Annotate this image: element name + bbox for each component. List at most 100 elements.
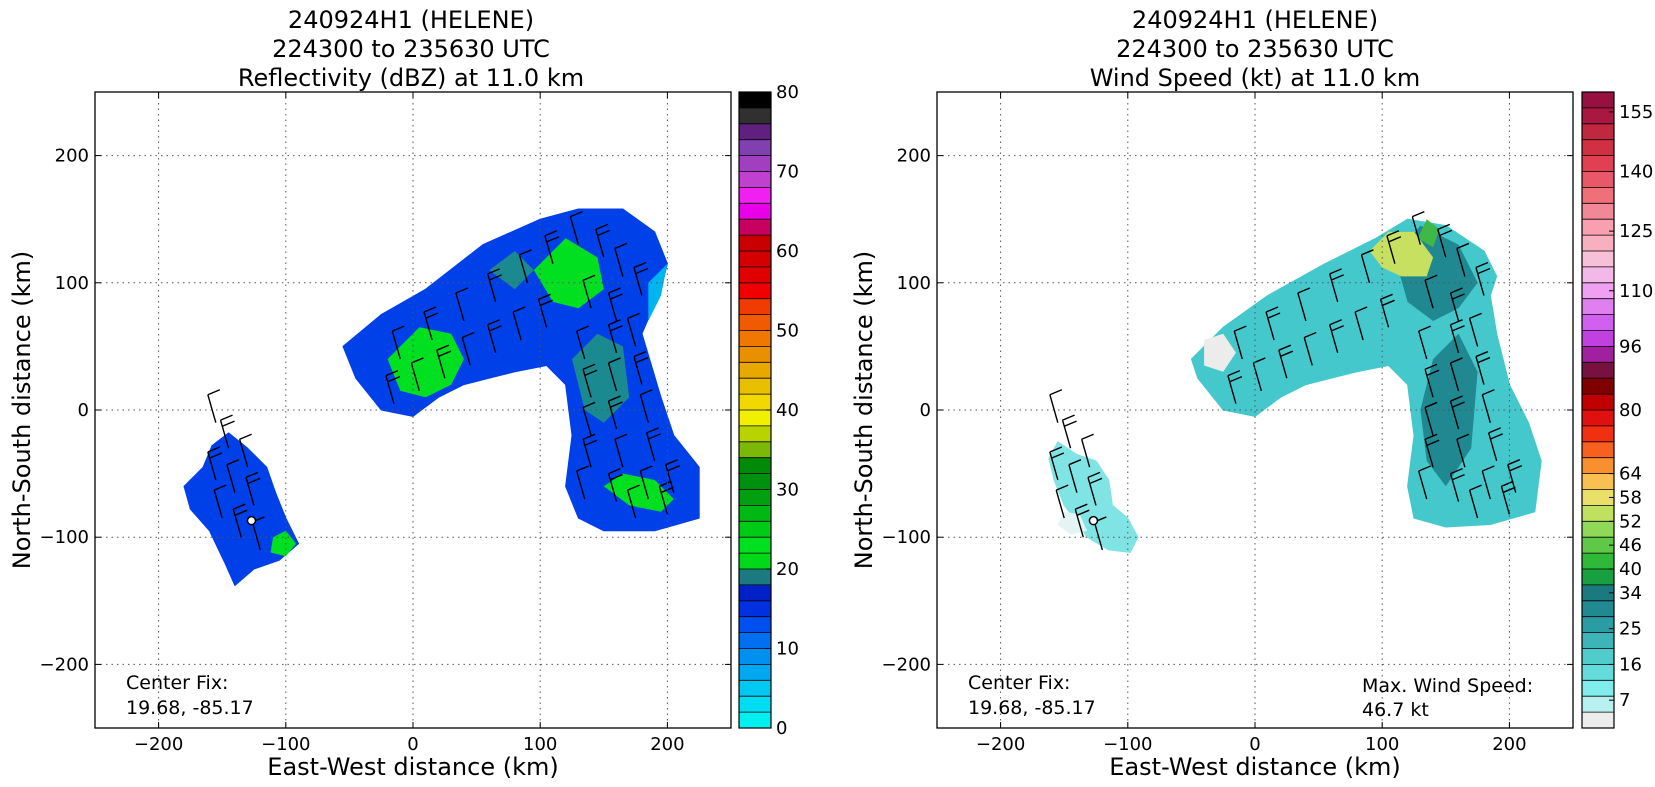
wind-barb-feather bbox=[1509, 465, 1523, 472]
wind-barb-shaft bbox=[391, 330, 401, 360]
field-patch-teal-4 bbox=[572, 333, 630, 423]
wind-barb-feather bbox=[608, 357, 621, 364]
center-fix-marker bbox=[1088, 515, 1099, 526]
wind-barb-feather bbox=[540, 299, 553, 306]
colorbar-swatch bbox=[1582, 92, 1614, 109]
colorbar-swatch bbox=[1582, 584, 1614, 602]
wind-barb-shaft bbox=[646, 432, 656, 462]
wind-barb-feather bbox=[220, 414, 233, 421]
wind-barb-feather bbox=[1469, 484, 1482, 491]
wind-barb-shaft bbox=[1354, 311, 1364, 341]
colorbar-swatch bbox=[1582, 441, 1614, 458]
wind-barb-feather bbox=[1229, 375, 1243, 383]
wind-barb-feather bbox=[597, 229, 611, 237]
wind-barb-shaft bbox=[1475, 356, 1485, 385]
wind-barb-feather bbox=[207, 389, 221, 396]
wind-barb-feather bbox=[385, 369, 399, 377]
wind-barb-feather bbox=[247, 477, 261, 485]
colorbar-swatch bbox=[1582, 569, 1614, 586]
wind-barb-feather bbox=[239, 433, 252, 440]
wind-barb-feather bbox=[640, 389, 653, 396]
wind-barb-shaft bbox=[512, 311, 522, 341]
wind-barb bbox=[423, 306, 439, 341]
wind-barb-feather bbox=[245, 471, 259, 479]
wind-barb-feather bbox=[1055, 484, 1069, 491]
wind-barb bbox=[1087, 471, 1103, 506]
wind-barb-feather bbox=[1469, 312, 1482, 320]
wind-barb-shaft bbox=[1424, 369, 1434, 398]
wind-barb-shaft bbox=[1468, 489, 1479, 519]
wind-barb-feather bbox=[1049, 389, 1063, 396]
wind-barb-shaft bbox=[607, 400, 618, 430]
wind-barb-shaft bbox=[1074, 509, 1084, 538]
colorbar-swatch bbox=[1582, 171, 1614, 188]
wind-barb bbox=[1424, 274, 1438, 309]
wind-barb-shaft bbox=[245, 477, 255, 506]
wind-barb-shaft bbox=[1068, 464, 1078, 493]
wind-barb bbox=[238, 433, 252, 468]
wind-barb bbox=[1424, 363, 1440, 398]
wind-barb-feather bbox=[1424, 274, 1438, 281]
wind-barb-feather bbox=[512, 306, 526, 313]
wind-barb-shaft bbox=[1437, 229, 1447, 258]
colorbar-swatch bbox=[1582, 600, 1614, 617]
wind-barb-feather bbox=[1452, 293, 1465, 300]
wind-barb-shaft bbox=[607, 473, 618, 502]
colorbar-swatch bbox=[1582, 123, 1614, 140]
colorbar-swatch bbox=[1582, 696, 1614, 713]
wind-barb bbox=[576, 325, 589, 360]
x-tick-label: 100 bbox=[1365, 734, 1399, 755]
wind-speed-panel: 240924H1 (HELENE) 224300 to 235630 UTC W… bbox=[850, 6, 1653, 781]
wind-barb-feather bbox=[635, 267, 649, 275]
field-patch-light-gray-0 bbox=[1204, 333, 1236, 372]
wind-barb-feather bbox=[1386, 230, 1400, 237]
wind-barb bbox=[1049, 446, 1065, 481]
wind-barb-feather bbox=[582, 433, 596, 440]
wind-barb bbox=[487, 319, 502, 353]
colorbar-swatch bbox=[739, 584, 771, 602]
colorbar-swatch bbox=[739, 330, 771, 347]
colorbar-swatch bbox=[1582, 457, 1614, 474]
wind-barb bbox=[219, 414, 235, 449]
wind-barb-shaft bbox=[1379, 299, 1390, 328]
wind-barb bbox=[1468, 484, 1482, 519]
max-wind-speed-value: 46.7 kt bbox=[1362, 699, 1429, 721]
wind-barb-feather bbox=[667, 465, 681, 472]
wind-barb-shaft bbox=[576, 330, 586, 360]
colorbar-tick-label: 10 bbox=[776, 639, 799, 660]
wind-barb bbox=[1329, 319, 1344, 353]
wind-barb bbox=[607, 467, 623, 502]
wind-barb-feather bbox=[1424, 433, 1438, 440]
wind-barb-feather bbox=[595, 223, 609, 231]
colorbar-swatch bbox=[1582, 235, 1614, 252]
max-wind-speed-label: Max. Wind Speed: bbox=[1362, 675, 1533, 697]
wind-barb-shaft bbox=[1061, 419, 1072, 449]
colorbar-swatch bbox=[739, 298, 771, 315]
x-tick-label: 100 bbox=[523, 734, 557, 755]
colorbar-swatch bbox=[1582, 155, 1614, 172]
center-fix-value: 19.68, -85.17 bbox=[968, 697, 1096, 719]
wind-barb-shaft bbox=[639, 394, 649, 423]
colorbar-swatch bbox=[739, 235, 771, 252]
colorbar-tick-label: 155 bbox=[1619, 102, 1653, 123]
wind-barb-feather bbox=[425, 312, 439, 319]
wind-barb-feather bbox=[608, 319, 621, 326]
colorbar-swatch bbox=[1582, 664, 1614, 681]
colorbar-swatch bbox=[739, 664, 771, 681]
wind-barb bbox=[544, 230, 560, 264]
wind-barb-feather bbox=[1488, 427, 1501, 434]
wind-barb-feather bbox=[661, 486, 674, 493]
wind-barb-feather bbox=[1234, 325, 1247, 332]
colorbar-tick-label: 64 bbox=[1619, 464, 1642, 485]
wind-barb-feather bbox=[489, 325, 502, 332]
wind-barb-feather bbox=[1503, 486, 1516, 493]
wind-barb-shaft bbox=[626, 318, 637, 347]
wind-barb-shaft bbox=[1468, 318, 1479, 347]
wind-barb-feather bbox=[1087, 471, 1101, 479]
wind-barb-shaft bbox=[544, 235, 554, 264]
wind-barb-shaft bbox=[487, 324, 497, 353]
wind-barb bbox=[582, 363, 598, 398]
wind-barb-feather bbox=[1456, 433, 1470, 440]
wind-barb-feather bbox=[1303, 331, 1317, 339]
colorbar-tick-label: 70 bbox=[776, 162, 799, 183]
